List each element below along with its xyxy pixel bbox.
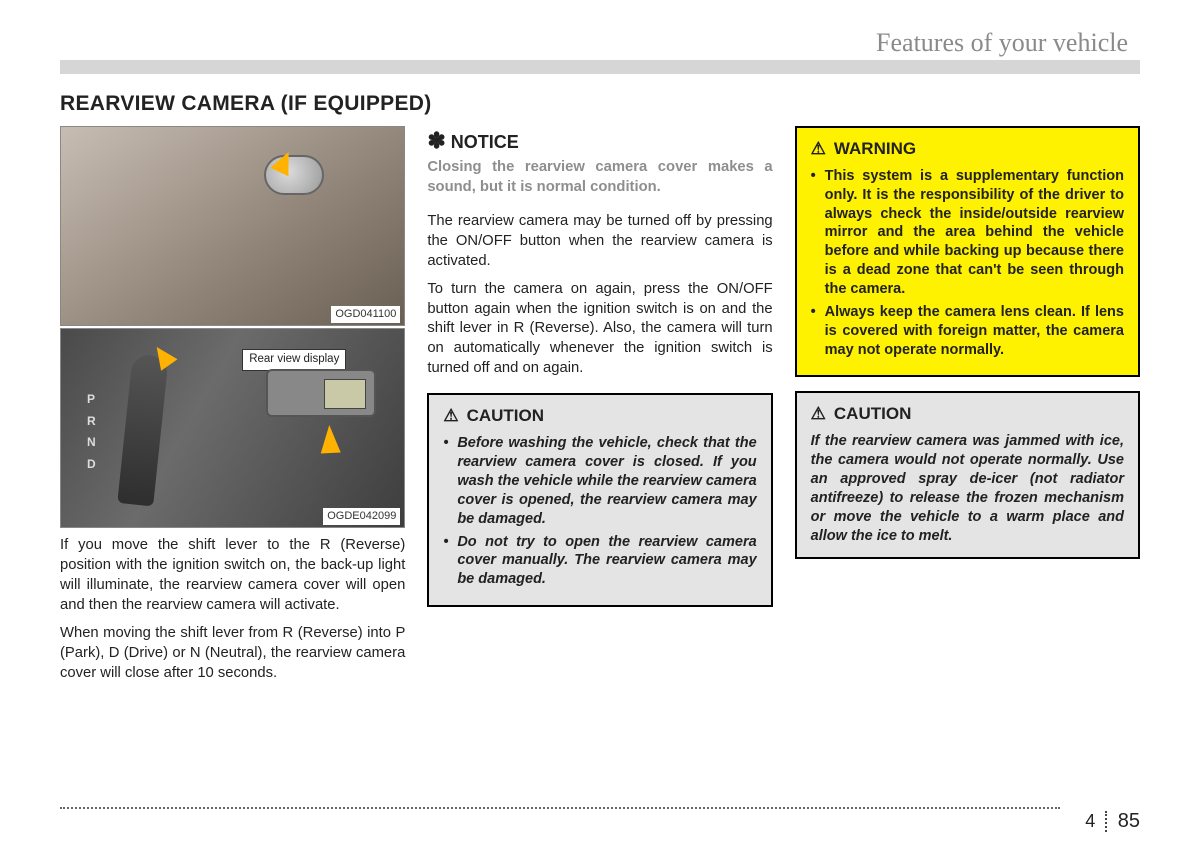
caution-heading: ⚠ CAUTION (811, 403, 1124, 426)
chapter-title: Features of your vehicle (868, 28, 1136, 58)
section-heading: REARVIEW CAMERA (IF EQUIPPED) (60, 92, 1140, 116)
notice-label: NOTICE (451, 132, 519, 152)
warning-item: This system is a supplementary function … (811, 167, 1124, 299)
caution-box: ⚠ CAUTION Before washing the vehicle, ch… (427, 393, 772, 607)
caution-label: CAUTION (467, 405, 544, 428)
content-columns: OGD041100 P R N D Rear view display OGDE… (60, 126, 1140, 692)
notice-heading: ✽ NOTICE (427, 126, 772, 156)
arrow-icon (320, 424, 341, 453)
page-footer: 4 85 (1085, 810, 1140, 833)
warning-label: WARNING (834, 138, 916, 161)
caution-item: Before washing the vehicle, check that t… (443, 434, 756, 528)
caution-label: CAUTION (834, 403, 911, 426)
column-2: ✽ NOTICE Closing the rearview camera cov… (427, 126, 772, 692)
gear-letters: P R N D (87, 389, 96, 475)
paragraph: When moving the shift lever from R (Reve… (60, 624, 405, 684)
warning-list: This system is a supplementary function … (811, 167, 1124, 359)
shift-lever-illustration (117, 354, 168, 507)
figure-2-code: OGDE042099 (323, 508, 400, 525)
caution-box-2: ⚠ CAUTION If the rearview camera was jam… (795, 391, 1140, 559)
paragraph: If you move the shift lever to the R (Re… (60, 536, 405, 616)
column-3: ⚠ WARNING This system is a supplementary… (795, 126, 1140, 692)
notice-text: Closing the rearview camera cover makes … (427, 158, 772, 198)
figure-2: P R N D Rear view display OGDE042099 (60, 328, 405, 528)
figure-1-code: OGD041100 (331, 306, 400, 323)
caution-item: Do not try to open the rearview camera c… (443, 533, 756, 590)
caution-list: Before washing the vehicle, check that t… (443, 434, 756, 589)
warning-box: ⚠ WARNING This system is a supplementary… (795, 126, 1140, 377)
column-1: OGD041100 P R N D Rear view display OGDE… (60, 126, 405, 692)
figure-2-callout: Rear view display (242, 349, 346, 371)
warning-triangle-icon: ⚠ (811, 403, 826, 426)
page-number: 85 (1112, 810, 1140, 833)
footer-rule (60, 807, 1060, 809)
header-rule (60, 60, 1140, 74)
mirror-screen-illustration (324, 379, 366, 409)
paragraph: To turn the camera on again, press the O… (427, 280, 772, 380)
mirror-illustration (266, 369, 376, 417)
figure-1: OGD041100 (60, 126, 405, 326)
chapter-number: 4 (1085, 811, 1107, 832)
caution-text: If the rearview camera was jammed with i… (811, 432, 1124, 545)
page-container: Features of your vehicle REARVIEW CAMERA… (0, 0, 1200, 845)
warning-triangle-icon: ⚠ (811, 138, 826, 161)
warning-triangle-icon: ⚠ (443, 405, 458, 428)
paragraph: The rearview camera may be turned off by… (427, 212, 772, 272)
asterisk-icon: ✽ (427, 128, 445, 153)
caution-heading: ⚠ CAUTION (443, 405, 756, 428)
warning-item: Always keep the camera lens clean. If le… (811, 303, 1124, 360)
warning-heading: ⚠ WARNING (811, 138, 1124, 161)
